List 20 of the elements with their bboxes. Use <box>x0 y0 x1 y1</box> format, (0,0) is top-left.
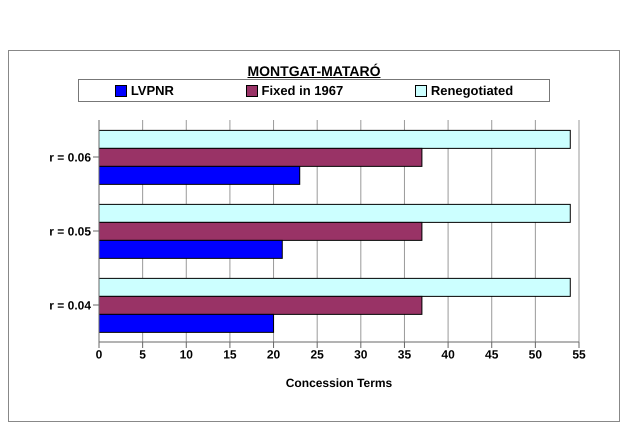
legend-label: Fixed in 1967 <box>260 83 344 98</box>
x-tick-label: 20 <box>266 348 281 362</box>
x-tick-label: 15 <box>223 348 237 362</box>
x-tick-label: 5 <box>139 348 146 362</box>
x-tick-label: 40 <box>441 348 456 362</box>
y-tick-label: r = 0.04 <box>49 298 92 312</box>
x-axis-title: Concession Terms <box>286 376 393 390</box>
x-tick-label: 25 <box>310 348 324 362</box>
chart-title: MONTGAT-MATARÓ <box>246 63 382 79</box>
y-tick-label: r = 0.06 <box>49 150 92 164</box>
legend-label: LVPNR <box>130 83 174 98</box>
x-tick-label: 30 <box>354 348 368 362</box>
y-tick-label: r = 0.05 <box>49 224 92 238</box>
x-tick-label: 45 <box>485 348 499 362</box>
x-tick-label: 0 <box>96 348 103 362</box>
x-tick-label: 50 <box>528 348 542 362</box>
x-tick-label: 55 <box>572 348 586 362</box>
x-tick-label: 35 <box>398 348 412 362</box>
legend-label: Renegotiated <box>430 83 514 98</box>
x-tick-label: 10 <box>180 348 194 362</box>
